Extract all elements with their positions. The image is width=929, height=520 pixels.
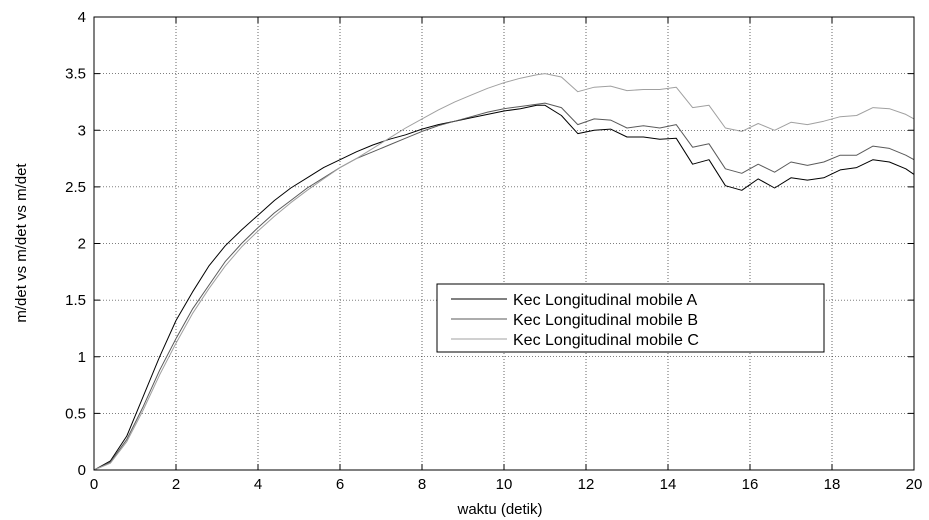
x-tick-label: 4 — [254, 476, 262, 493]
series-line-a — [93, 104, 915, 471]
axis-ticks: 0 2 4 6 8 10 12 14 16 18 20 0 0.5 1 1.5 2 2.5 3 3.5 4 — [65, 9, 922, 493]
x-axis-label: waktu (detik) — [456, 501, 542, 518]
y-tick-label: 1.5 — [65, 292, 86, 309]
legend-label: Kec Longitudinal mobile C — [513, 332, 699, 349]
x-tick-label: 2 — [172, 476, 180, 493]
y-tick-label: 3 — [78, 122, 86, 139]
series-line-c — [93, 73, 915, 471]
y-tick-label: 2.5 — [65, 179, 86, 196]
x-tick-label: 12 — [578, 476, 595, 493]
x-tick-label: 10 — [496, 476, 513, 493]
legend-label: Kec Longitudinal mobile B — [513, 312, 698, 329]
y-tick-label: 3.5 — [65, 66, 86, 83]
x-tick-label: 8 — [418, 476, 426, 493]
grid-lines — [94, 17, 914, 470]
x-tick-label: 0 — [90, 476, 98, 493]
x-tick-label: 16 — [742, 476, 759, 493]
x-tick-label: 14 — [660, 476, 677, 493]
legend-box — [436, 283, 825, 353]
y-tick-label: 2 — [78, 236, 86, 253]
y-tick-label: 0.5 — [65, 405, 86, 422]
y-tick-label: 4 — [78, 9, 86, 26]
series-line-b — [93, 102, 915, 471]
y-tick-label: 1 — [78, 349, 86, 366]
series-group — [93, 73, 915, 471]
legend: Kec Longitudinal mobile A Kec Longitudina… — [436, 283, 825, 353]
legend-label: Kec Longitudinal mobile A — [513, 292, 697, 309]
x-tick-label: 20 — [906, 476, 923, 493]
x-tick-label: 18 — [824, 476, 841, 493]
y-tick-label: 0 — [78, 462, 86, 479]
y-axis-label: m/det vs m/det vs m/det — [13, 163, 30, 323]
x-tick-label: 6 — [336, 476, 344, 493]
